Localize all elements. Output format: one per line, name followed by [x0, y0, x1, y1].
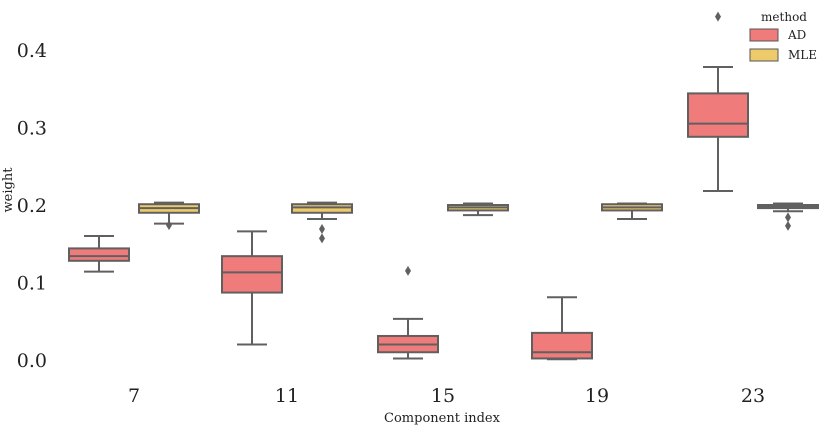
y-axis: 0.0 0.1 0.2 0.3 0.4: [17, 40, 47, 372]
outlier-point: [319, 224, 325, 235]
iqr-box: [291, 203, 353, 214]
outlier-point: [715, 11, 721, 22]
iqr-box: [221, 255, 283, 294]
legend-title: method: [761, 10, 807, 24]
legend-label-ad: AD: [787, 28, 806, 42]
legend-swatch-ad: [749, 28, 779, 42]
box-ad-23: [687, 11, 749, 193]
outlier-point: [166, 220, 172, 231]
box-mle-23: [757, 202, 819, 231]
outlier-point: [319, 233, 325, 244]
x-tick-label: 19: [585, 385, 609, 407]
y-tick-label: 0.3: [17, 118, 47, 140]
box-mle-7: [138, 201, 200, 231]
outlier-point: [785, 212, 791, 223]
x-tick-label: 15: [431, 385, 455, 407]
outlier-point: [405, 265, 411, 276]
x-tick-label: 23: [741, 385, 765, 407]
iqr-box: [531, 331, 593, 360]
box-ad-15: [377, 265, 439, 360]
box-mle-15: [447, 202, 509, 217]
box-mle-11: [291, 201, 353, 244]
iqr-box: [68, 247, 130, 262]
x-tick-label: 11: [275, 385, 299, 407]
legend-swatch-mle: [749, 48, 779, 62]
iqr-box: [687, 92, 749, 138]
plot-area: [68, 11, 819, 361]
y-tick-label: 0.2: [17, 195, 47, 217]
x-tick-label: 7: [128, 385, 140, 407]
box-ad-7: [68, 235, 130, 273]
legend-label-mle: MLE: [788, 48, 817, 62]
box-ad-11: [221, 230, 283, 346]
box-ad-19: [531, 296, 593, 361]
y-axis-label: weight: [1, 167, 16, 213]
outlier-point: [785, 220, 791, 231]
legend: method AD MLE: [749, 10, 817, 62]
y-tick-label: 0.4: [17, 40, 47, 62]
box-mle-19: [601, 202, 663, 220]
x-axis: 7 11 15 19 23: [128, 385, 765, 407]
y-tick-label: 0.1: [17, 273, 47, 295]
y-tick-label: 0.0: [17, 350, 47, 372]
x-axis-label: Component index: [384, 411, 501, 425]
